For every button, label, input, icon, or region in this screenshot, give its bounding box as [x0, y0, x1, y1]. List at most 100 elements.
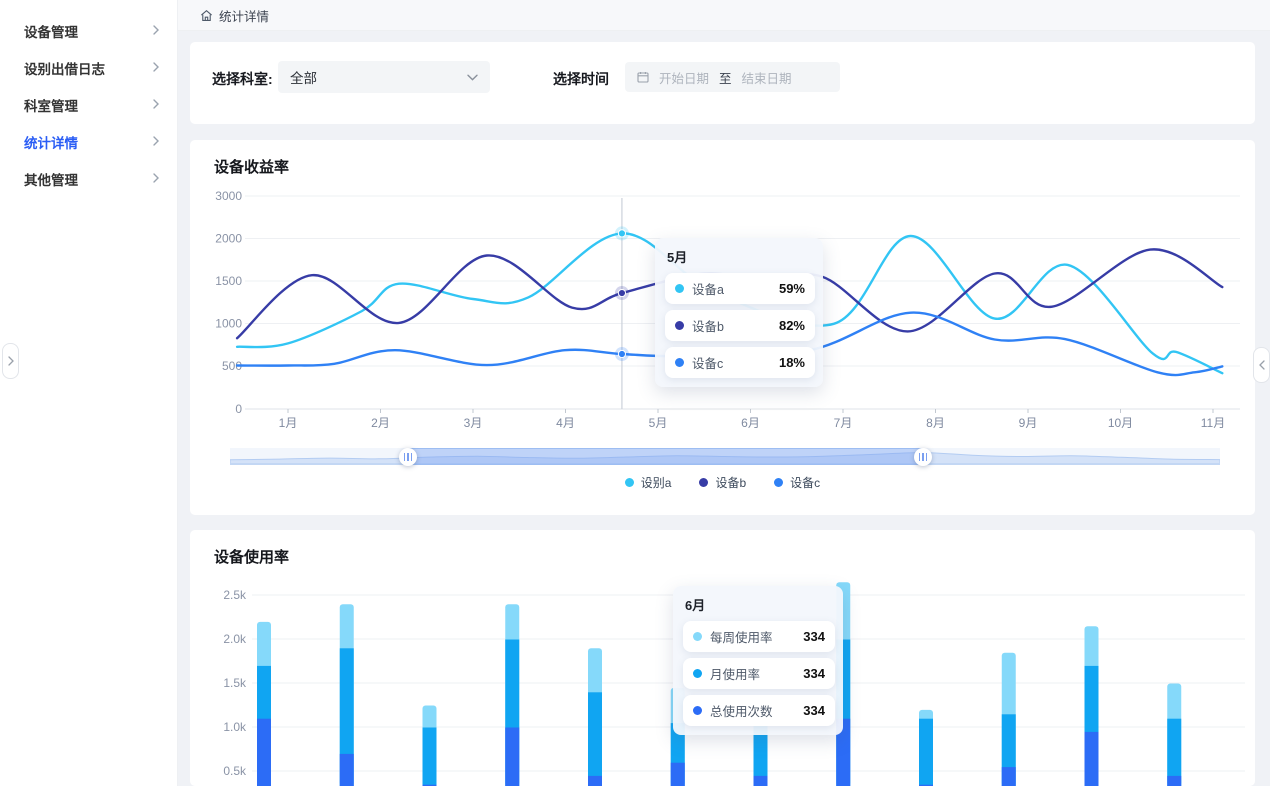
chevron-right-icon	[153, 23, 159, 38]
chevron-left-icon	[1258, 360, 1265, 370]
series-name: 设备a	[692, 283, 724, 297]
dept-filter-label: 选择科室:	[212, 71, 273, 87]
home-icon	[200, 9, 213, 22]
sidebar: 设备管理设别出借日志科室管理统计详情其他管理	[0, 0, 178, 786]
calendar-icon	[637, 71, 649, 83]
breadcrumb[interactable]: 统计详情	[200, 6, 269, 25]
legend-label: 设备c	[790, 476, 821, 490]
usage-bar-chart: 2.5k 2.0k 1.5k 1.0k 0.5k	[223, 582, 1245, 786]
chart-legend: 设别a 设备b 设备c	[190, 474, 1255, 491]
series-value: 334	[803, 703, 825, 718]
svg-text:11月: 11月	[1201, 416, 1225, 430]
breadcrumb-bar: 统计详情	[178, 0, 1270, 31]
legend-color-dot	[624, 478, 634, 487]
expand-panel-button[interactable]	[2, 343, 19, 379]
dept-select-value: 全部	[290, 71, 317, 86]
chevron-right-icon	[153, 60, 159, 75]
usage-chart-title: 设备使用率	[214, 549, 290, 566]
chevron-down-icon	[467, 74, 478, 81]
sidebar-item-2[interactable]: 科室管理	[0, 86, 177, 123]
svg-text:8月: 8月	[926, 416, 945, 430]
series-color-dot	[693, 706, 702, 715]
series-color-dot	[675, 321, 684, 330]
datazoom-slider[interactable]	[230, 447, 1220, 466]
sidebar-item-4[interactable]: 其他管理	[0, 160, 177, 197]
legend-label: 设备b	[715, 476, 747, 490]
sidebar-item-3[interactable]: 统计详情	[0, 123, 177, 160]
filter-card: 选择科室: 全部 选择时间 开始日期 至 结束日期	[190, 42, 1255, 124]
svg-text:2.0k: 2.0k	[223, 632, 247, 646]
svg-text:6月: 6月	[741, 416, 760, 430]
svg-text:1.0k: 1.0k	[223, 720, 247, 734]
sidebar-item-label: 设备管理	[24, 24, 78, 40]
series-value: 82%	[778, 318, 805, 333]
sidebar-item-1[interactable]: 设别出借日志	[0, 49, 177, 86]
tooltip-row: 设备b 82%	[665, 310, 815, 341]
series-name: 设备c	[692, 357, 724, 371]
svg-text:4月: 4月	[556, 416, 575, 430]
chevron-right-icon	[7, 356, 14, 366]
svg-text:1.5k: 1.5k	[223, 676, 247, 690]
tooltip-row: 设备c 18%	[665, 347, 815, 378]
svg-text:5月: 5月	[649, 416, 668, 430]
sidebar-item-0[interactable]: 设备管理	[0, 12, 177, 49]
legend-item-0[interactable]: 设别a	[624, 474, 671, 491]
tooltip-header: 6月	[685, 598, 706, 613]
collapse-panel-button[interactable]	[1253, 347, 1270, 383]
svg-text:2000: 2000	[215, 232, 242, 246]
dept-select[interactable]: 全部	[278, 61, 490, 93]
series-name: 总使用次数	[710, 705, 773, 719]
usage-chart-card: 设备使用率 2.5k 2.0k 1.5k 1.0k 0.5k 6月 每周使用率 334 月使…	[190, 530, 1255, 786]
series-value: 59%	[778, 281, 805, 296]
svg-text:1500: 1500	[215, 274, 242, 288]
series-value: 334	[803, 629, 825, 644]
legend-color-dot	[699, 478, 709, 487]
series-color-dot	[675, 358, 684, 367]
tooltip-row: 设备a 59%	[665, 273, 815, 304]
series-color-dot	[693, 669, 702, 678]
end-date-input[interactable]: 结束日期	[741, 71, 792, 86]
datazoom-handle-left[interactable]	[399, 447, 418, 466]
line-chart-tooltip: 5月 设备a 59% 设备b 82% 设备c 18%	[655, 238, 823, 387]
chevron-right-icon	[153, 171, 159, 186]
chevron-right-icon	[153, 134, 159, 149]
sidebar-item-label: 其他管理	[24, 172, 78, 188]
time-filter-label: 选择时间	[553, 71, 609, 87]
svg-text:1月: 1月	[279, 416, 298, 430]
svg-text:0: 0	[235, 402, 242, 416]
svg-text:1000: 1000	[215, 317, 242, 331]
sidebar-item-label: 统计详情	[24, 135, 78, 151]
series-color-dot	[675, 284, 684, 293]
svg-text:2月: 2月	[371, 416, 390, 430]
tooltip-header: 5月	[667, 250, 688, 265]
svg-text:10月: 10月	[1108, 416, 1133, 430]
svg-text:500: 500	[222, 359, 242, 373]
series-name: 设备b	[692, 320, 724, 334]
legend-color-dot	[774, 478, 784, 487]
series-value: 334	[803, 666, 825, 681]
legend-item-2[interactable]: 设备c	[774, 474, 820, 491]
svg-text:3000: 3000	[215, 189, 242, 203]
start-date-input[interactable]: 开始日期	[659, 71, 710, 86]
date-range-picker[interactable]: 开始日期 至 结束日期	[625, 62, 840, 92]
svg-text:3月: 3月	[464, 416, 483, 430]
date-separator: 至	[719, 71, 732, 86]
tooltip-row: 月使用率 334	[683, 658, 835, 689]
legend-item-1[interactable]: 设备b	[699, 474, 746, 491]
sidebar-item-label: 科室管理	[24, 98, 78, 114]
revenue-chart-title: 设备收益率	[214, 159, 290, 176]
revenue-chart-card: 设备收益率 3000 2000 1500 1000 500 0 1月 2月 3月 4月 5月 6月 7月…	[190, 140, 1255, 515]
datazoom-window[interactable]	[408, 448, 923, 465]
tooltip-row: 总使用次数 334	[683, 695, 835, 726]
bar-chart-tooltip: 6月 每周使用率 334 月使用率 334 总使用次数 334	[673, 586, 843, 735]
datazoom-handle-right[interactable]	[914, 447, 932, 466]
svg-text:9月: 9月	[1019, 416, 1038, 430]
chevron-right-icon	[153, 97, 159, 112]
svg-text:0.5k: 0.5k	[223, 764, 247, 778]
tooltip-row: 每周使用率 334	[683, 621, 835, 652]
series-name: 月使用率	[710, 668, 761, 682]
breadcrumb-label: 统计详情	[219, 9, 270, 24]
svg-text:7月: 7月	[834, 416, 853, 430]
series-color-dot	[693, 632, 702, 641]
